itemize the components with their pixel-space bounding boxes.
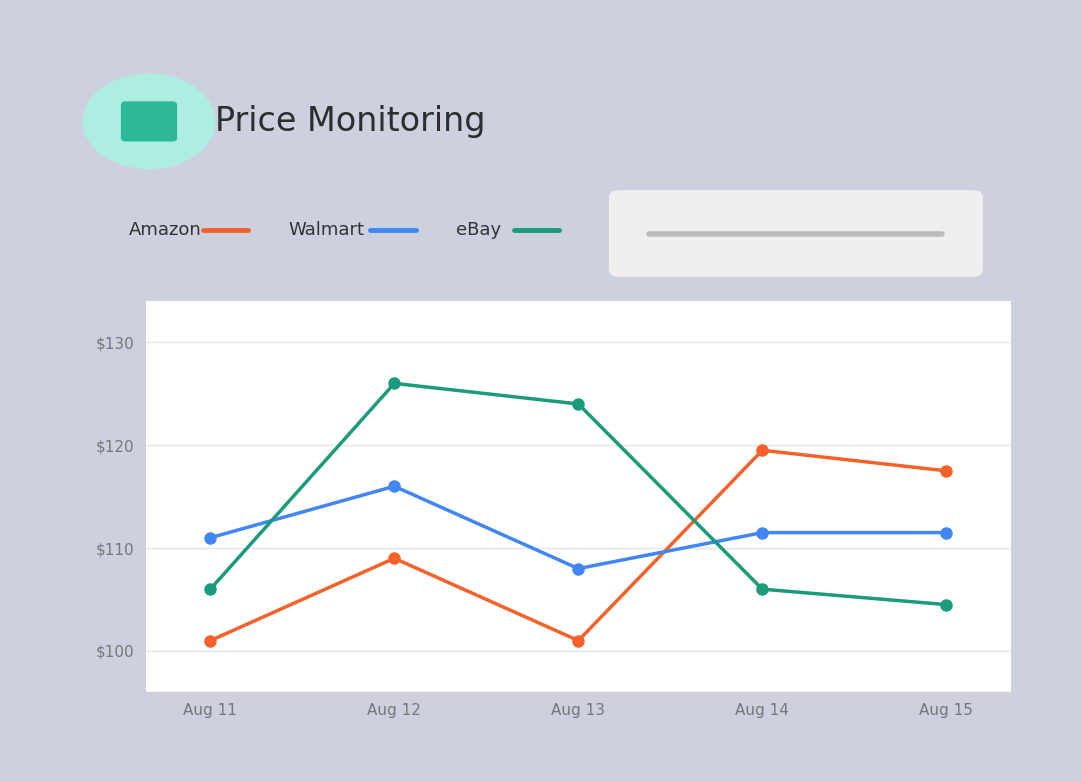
Text: Price Monitoring: Price Monitoring [215, 105, 485, 138]
Text: Walmart: Walmart [289, 221, 364, 239]
FancyBboxPatch shape [609, 190, 983, 277]
FancyBboxPatch shape [121, 102, 177, 142]
Text: eBay: eBay [456, 221, 502, 239]
Text: Amazon: Amazon [129, 221, 201, 239]
Circle shape [83, 74, 215, 168]
